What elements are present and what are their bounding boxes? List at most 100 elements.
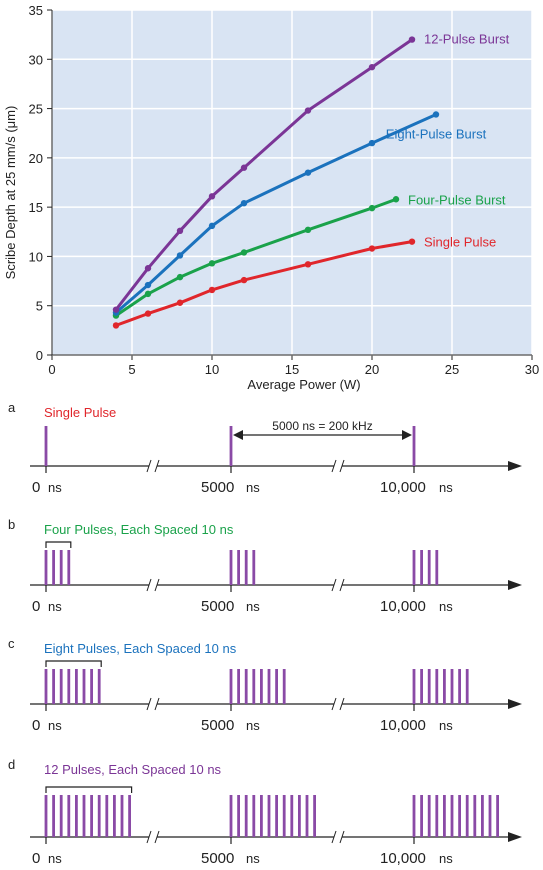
axis-arrowhead [508,832,522,842]
time-tick-label: 10,000 [380,717,426,734]
pulse-bar [412,669,416,704]
time-tick-label: 0 [32,479,40,496]
pulse-bar [90,795,93,837]
series-label: Eight-Pulse Burst [386,126,487,141]
time-unit-label: ns [48,599,62,614]
time-unit-label: ns [246,718,260,733]
pulse-bar [52,550,55,585]
break-gap [334,579,342,591]
pulse-bar [458,795,461,837]
pulse-bar [120,795,124,837]
pulse-bar [412,426,416,466]
series-line [115,113,437,314]
pulse-bar [260,795,263,837]
time-unit-label: ns [48,851,62,866]
pulse-bar [44,669,48,704]
pulse-bar [298,795,301,837]
time-tick-label: 5000 [201,717,234,734]
y-tick-label: 35 [29,3,43,18]
pulse-bar [59,669,63,704]
break-mark [146,578,152,592]
axis-arrowhead [508,699,522,709]
interval-label-bg [255,419,365,433]
data-point [240,249,248,256]
pulse-bar [82,669,86,704]
y-tick-label: 5 [36,299,43,314]
panel-letter: b [8,517,15,532]
y-tick-label: 0 [36,348,43,363]
break-mark [331,459,337,473]
y-tick-label: 15 [29,200,43,215]
time-tick-label: 5000 [201,598,234,615]
pulse-bar [75,669,78,704]
break-gap [149,698,157,710]
series-label: Single Pulse [424,235,496,250]
pulse-bar [275,669,278,704]
pulse-bar [420,795,423,837]
data-point [112,322,120,329]
pulse-bar [290,795,294,837]
pulse-bar [252,669,256,704]
panel-letter: c [8,636,15,651]
time-tick-label: 0 [32,598,40,615]
pulse-bar [450,669,454,704]
pulse-bar [113,795,116,837]
pulse-bar [229,669,233,704]
pulse-bar [252,795,256,837]
data-point [144,310,152,317]
break-mark [339,697,345,711]
data-point [176,252,184,259]
data-point [208,260,216,267]
pulse-bar [75,795,78,837]
pulse-bar [420,550,423,585]
pulse-bar [412,795,416,837]
data-point [304,107,312,114]
pulse-bar [267,669,271,704]
pulse-bar [267,795,271,837]
pulse-bar [427,669,431,704]
time-tick-label: 0 [32,850,40,867]
pulse-bar [59,795,63,837]
pulse-bar [237,795,240,837]
pulse-bar [443,795,446,837]
time-unit-label: ns [246,480,260,495]
time-unit-label: ns [246,851,260,866]
pulse-bar [244,795,248,837]
pulse-bar [412,550,416,585]
pulse-bar [473,795,477,837]
break-mark [154,459,160,473]
pulse-bar [465,795,469,837]
break-mark [339,578,345,592]
x-tick-label: 0 [48,362,55,377]
data-point [368,245,376,252]
data-point [144,281,152,289]
y-tick-label: 20 [29,151,43,166]
data-point [368,204,376,212]
pulse-bar [67,795,71,837]
data-point [176,227,184,234]
pulse-bar [427,795,431,837]
axis-arrowhead [508,461,522,471]
time-unit-label: ns [48,718,62,733]
pulse-bar [488,795,492,837]
pulse-bar [90,669,93,704]
data-point [240,276,248,284]
pulse-bar [282,795,286,837]
pulse-timelines: a Single Pulse 5000 ns = 200 kHz 0 ns 5000 ns 1… [8,400,522,867]
data-point [368,63,376,71]
data-point [144,290,152,298]
pulse-bar [435,669,439,704]
panel-title: Four Pulses, Each Spaced 10 ns [44,522,234,537]
data-point [368,139,376,147]
data-point [240,164,248,171]
series-line [115,197,397,317]
axis-arrowhead [508,580,522,590]
x-axis-label: Average Power (W) [247,377,360,392]
time-unit-label: ns [439,480,453,495]
pulse-bar [67,550,71,585]
x-tick-label: 5 [128,362,135,377]
time-tick-label: 10,000 [380,598,426,615]
scribe-depth-chart: 0 5 10 15 20 25 30 0 5 10 15 20 25 30 35 Average Power … [3,3,539,392]
data-point [144,265,152,272]
series-label: 12-Pulse Burst [424,32,510,47]
